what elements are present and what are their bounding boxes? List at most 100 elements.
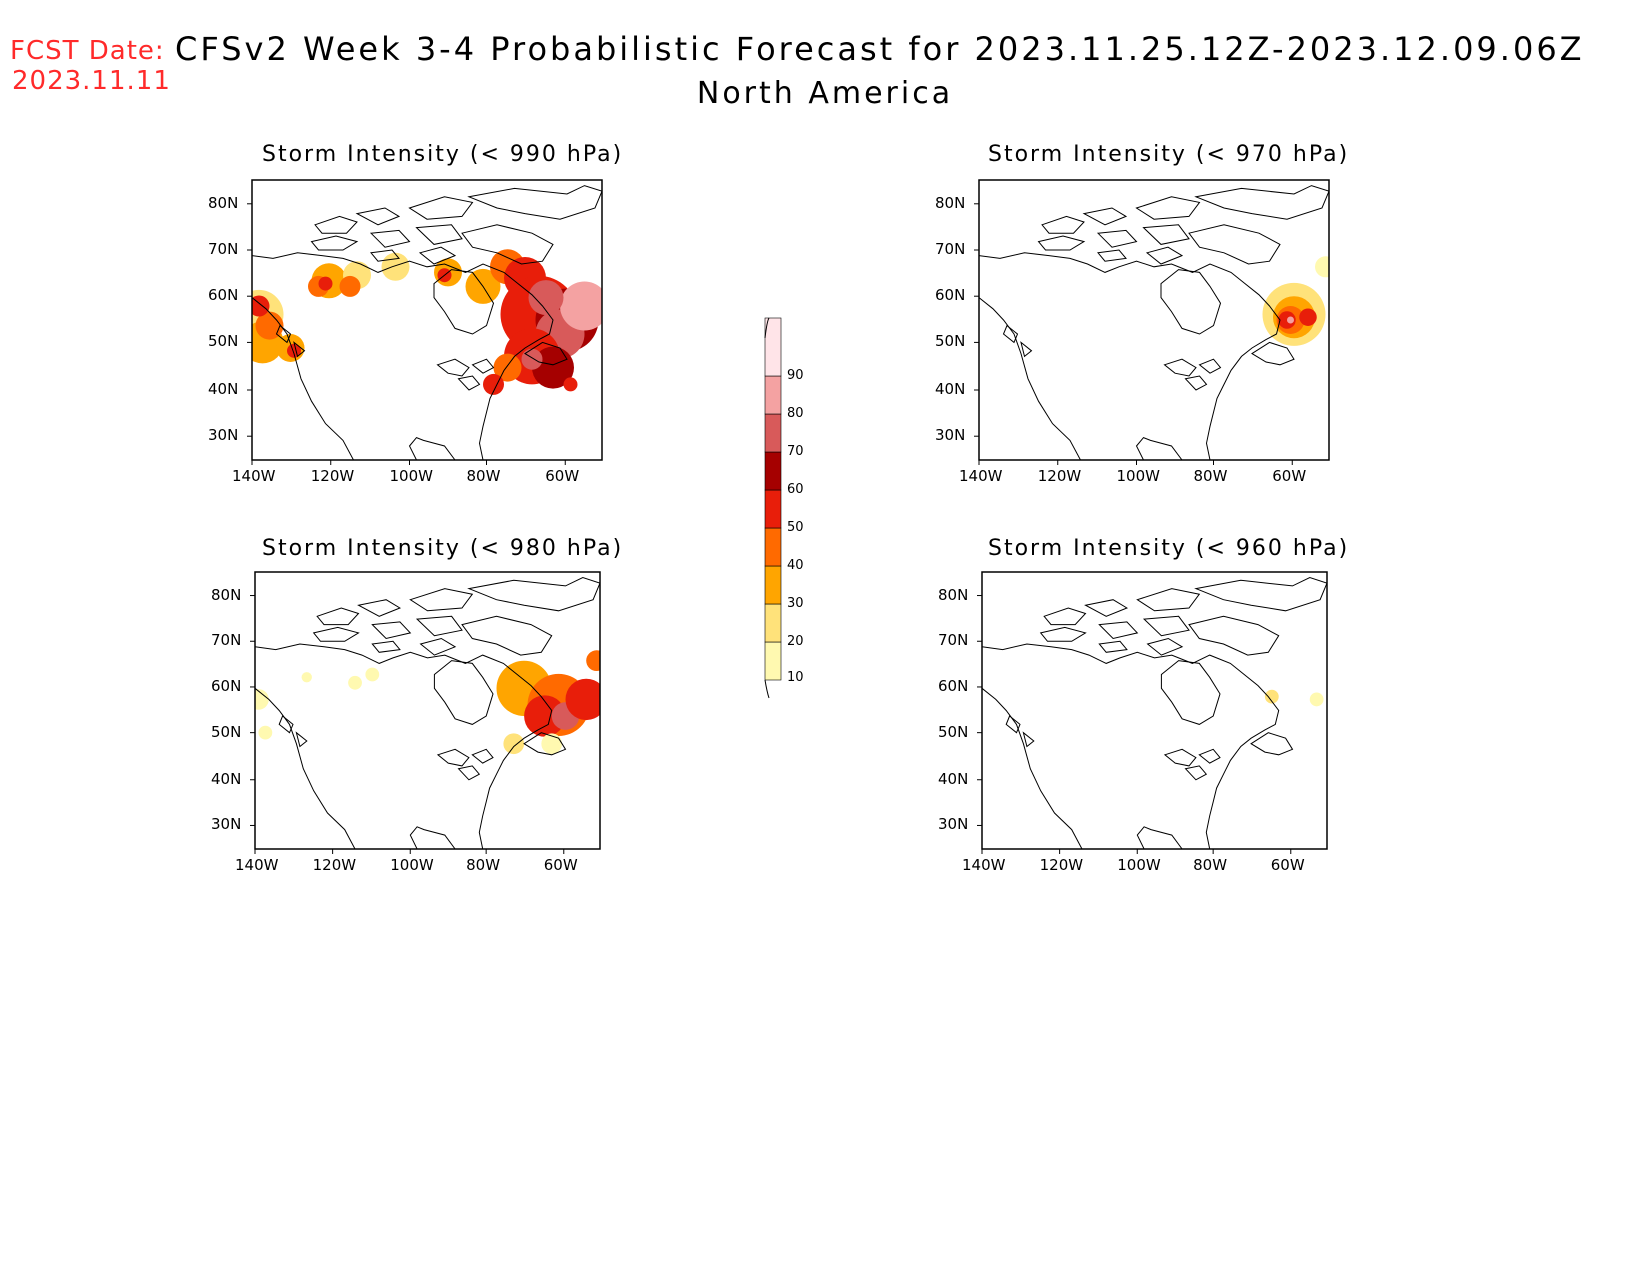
- lat-tick-label: 60N: [938, 676, 969, 695]
- coastline: [1082, 207, 1128, 226]
- legend-label: 50: [787, 520, 804, 535]
- lon-tick-label: 100W: [389, 467, 433, 485]
- coastline: [409, 588, 474, 612]
- lon-tick-label: 100W: [1116, 467, 1160, 485]
- legend-swatch: [764, 565, 782, 605]
- page-title: CFSv2 Week 3-4 Probabilistic Forecast fo…: [175, 30, 1585, 68]
- lat-tick-label: 30N: [211, 815, 242, 834]
- coastline: [408, 196, 474, 220]
- coastline: [433, 269, 495, 335]
- lat-tick-label: 70N: [935, 240, 966, 258]
- lon-tick-label: 140W: [232, 467, 276, 485]
- legend-label: 20: [787, 634, 804, 649]
- legend-label: 10: [787, 670, 804, 685]
- panel-title-p960: Storm Intensity (< 960 hPa): [988, 536, 1350, 561]
- lat-tick-label: 50N: [935, 332, 966, 351]
- lon-tick-label: 60W: [1272, 467, 1307, 485]
- coastline: [1097, 249, 1127, 262]
- coastline: [316, 607, 360, 626]
- probability-area: [1287, 316, 1294, 324]
- probability-area: [560, 281, 602, 331]
- coastline: [1039, 626, 1087, 642]
- lon-tick-label: 140W: [959, 467, 1003, 485]
- lon-tick-label: 60W: [545, 467, 580, 485]
- coastline: [357, 599, 402, 617]
- legend-swatch: [764, 603, 782, 643]
- coastline: [1160, 660, 1221, 725]
- lat-tick-label: 40N: [938, 769, 969, 788]
- legend-swatch: [764, 489, 782, 529]
- lon-tick-label: 100W: [390, 856, 434, 874]
- probability-area: [287, 343, 301, 358]
- coastline: [278, 715, 308, 748]
- coastline: [1251, 341, 1295, 366]
- map-p990: [247, 179, 603, 465]
- probability-area: [1264, 689, 1279, 704]
- coastline: [1188, 224, 1281, 265]
- probability-area: [339, 275, 361, 297]
- coastline: [419, 637, 457, 656]
- legend-swatch: [764, 451, 782, 491]
- coastline: [1163, 748, 1221, 781]
- coastline: [1037, 235, 1086, 251]
- coastline: [461, 224, 554, 265]
- legend-swatch: [764, 641, 782, 681]
- legend-label: 40: [787, 558, 804, 573]
- lon-tick-label: 60W: [543, 856, 578, 874]
- lon-tick-label: 120W: [1039, 856, 1084, 874]
- lon-tick-label: 80W: [1193, 467, 1228, 485]
- probability-area: [1299, 308, 1317, 326]
- coastline: [467, 185, 602, 220]
- coastline: [1250, 732, 1294, 756]
- region-subtitle: North America: [696, 76, 954, 111]
- probability-area: [255, 311, 284, 340]
- coastline: [312, 626, 360, 642]
- coastline: [1002, 324, 1033, 358]
- fcst-date-label: FCST Date:: [10, 36, 165, 66]
- probability-area: [521, 348, 543, 370]
- probability-area: [528, 280, 564, 316]
- lon-tick-label: 120W: [312, 856, 357, 874]
- probability-area: [493, 353, 522, 382]
- coastline: [1160, 269, 1222, 335]
- lat-tick-label: 30N: [938, 815, 969, 834]
- lon-tick-label: 140W: [235, 856, 279, 874]
- lat-tick-label: 80N: [935, 193, 966, 212]
- coastline: [1098, 640, 1128, 653]
- legend-label: 90: [787, 368, 804, 383]
- lon-tick-label: 60W: [1270, 856, 1305, 874]
- probability-area: [318, 276, 333, 291]
- coastline: [1043, 607, 1087, 626]
- lon-tick-label: 120W: [310, 467, 355, 485]
- probability-area: [301, 672, 312, 683]
- probability-area: [1309, 692, 1324, 707]
- legend-swatch: [764, 413, 782, 453]
- probability-area: [255, 689, 269, 710]
- legend-label: 30: [787, 596, 804, 611]
- coastline: [982, 643, 1280, 849]
- probability-area: [365, 667, 380, 682]
- lon-tick-label: 80W: [1193, 856, 1228, 874]
- coastline: [310, 235, 359, 251]
- lon-tick-label: 140W: [962, 856, 1006, 874]
- coastline: [1136, 588, 1201, 612]
- probability-area: [348, 675, 362, 690]
- legend-swatch: [764, 375, 782, 415]
- lat-tick-label: 40N: [208, 380, 239, 398]
- coastline: [1135, 196, 1201, 220]
- coastline: [1163, 358, 1222, 391]
- coastline: [1146, 637, 1184, 656]
- probability-area: [1315, 256, 1329, 278]
- color-legend: [764, 317, 782, 699]
- coastline: [1188, 615, 1280, 656]
- coastline: [1084, 599, 1129, 617]
- map-frame: [254, 571, 601, 850]
- map-p970: [974, 179, 1330, 465]
- coastline: [255, 643, 553, 849]
- coastline: [1145, 246, 1184, 265]
- probability-area: [541, 733, 563, 755]
- lon-tick-label: 100W: [1117, 856, 1161, 874]
- probability-area: [381, 252, 410, 281]
- lat-tick-label: 50N: [938, 722, 969, 741]
- legend-cap: [764, 317, 770, 699]
